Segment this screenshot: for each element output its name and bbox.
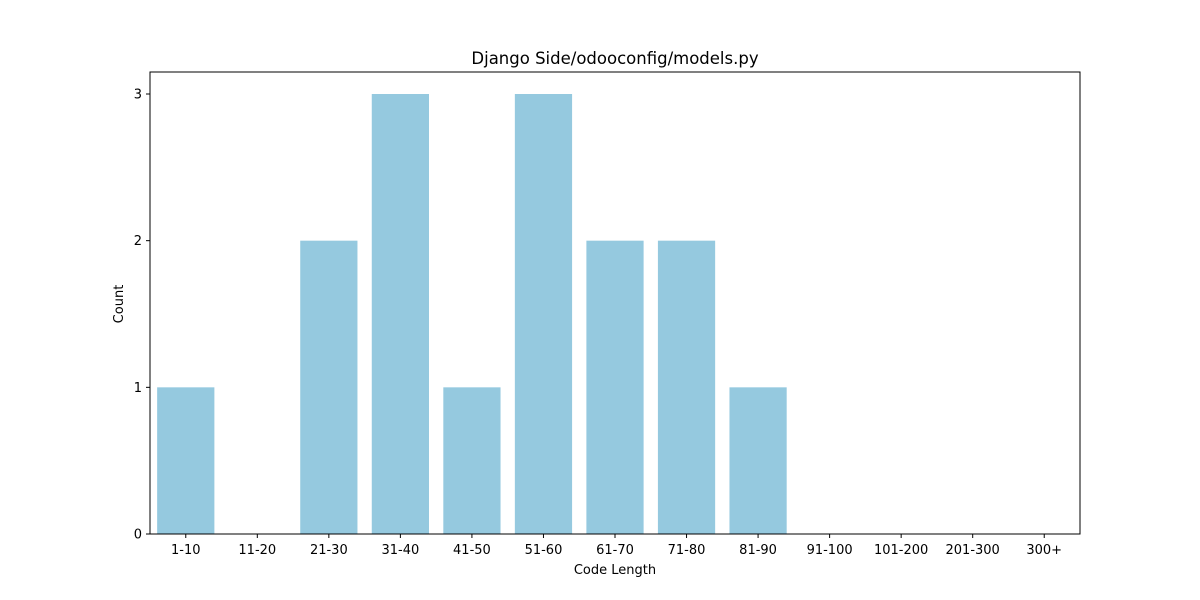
x-tick-label-201-300: 201-300 [946, 543, 1000, 558]
x-tick-label-21-30: 21-30 [310, 543, 348, 558]
x-tick-label-71-80: 71-80 [668, 543, 706, 558]
y-tick-label-3: 3 [134, 88, 142, 103]
y-tick-label-2: 2 [134, 234, 142, 249]
axes-layer: 1-10 11-20 21-30 31-40 41-50 51-60 61-70 71-80 8… [134, 88, 1062, 559]
bar-51-60 [514, 94, 573, 534]
bar-1-10 [157, 387, 215, 534]
bars-layer [157, 94, 787, 535]
bar-41-50 [443, 387, 501, 534]
y-tick-label-0: 0 [134, 528, 142, 543]
x-tick-label-61-70: 61-70 [596, 543, 634, 558]
bar-31-40 [371, 94, 429, 534]
chart-title: Django Side/odooconfig/models.py [471, 49, 758, 68]
x-axis-label: Code Length [574, 563, 656, 578]
x-tick-label-11-20: 11-20 [238, 543, 276, 558]
bar-21-30 [300, 240, 358, 535]
x-tick-label-1-10: 1-10 [171, 543, 201, 558]
x-tick-label-300+: 300+ [1026, 543, 1062, 558]
bar-61-70 [586, 240, 644, 535]
y-axis-label: Count [112, 285, 127, 324]
y-tick-label-1: 1 [134, 381, 142, 396]
x-tick-label-51-60: 51-60 [525, 543, 563, 558]
x-tick-label-41-50: 41-50 [453, 543, 491, 558]
x-tick-label-31-40: 31-40 [381, 543, 419, 558]
bar-81-90 [729, 387, 787, 534]
x-tick-label-91-100: 91-100 [807, 543, 853, 558]
bar-71-80 [657, 240, 716, 535]
x-tick-label-101-200: 101-200 [874, 543, 928, 558]
plot-frame [149, 71, 1081, 535]
x-tick-label-81-90: 81-90 [739, 543, 777, 558]
